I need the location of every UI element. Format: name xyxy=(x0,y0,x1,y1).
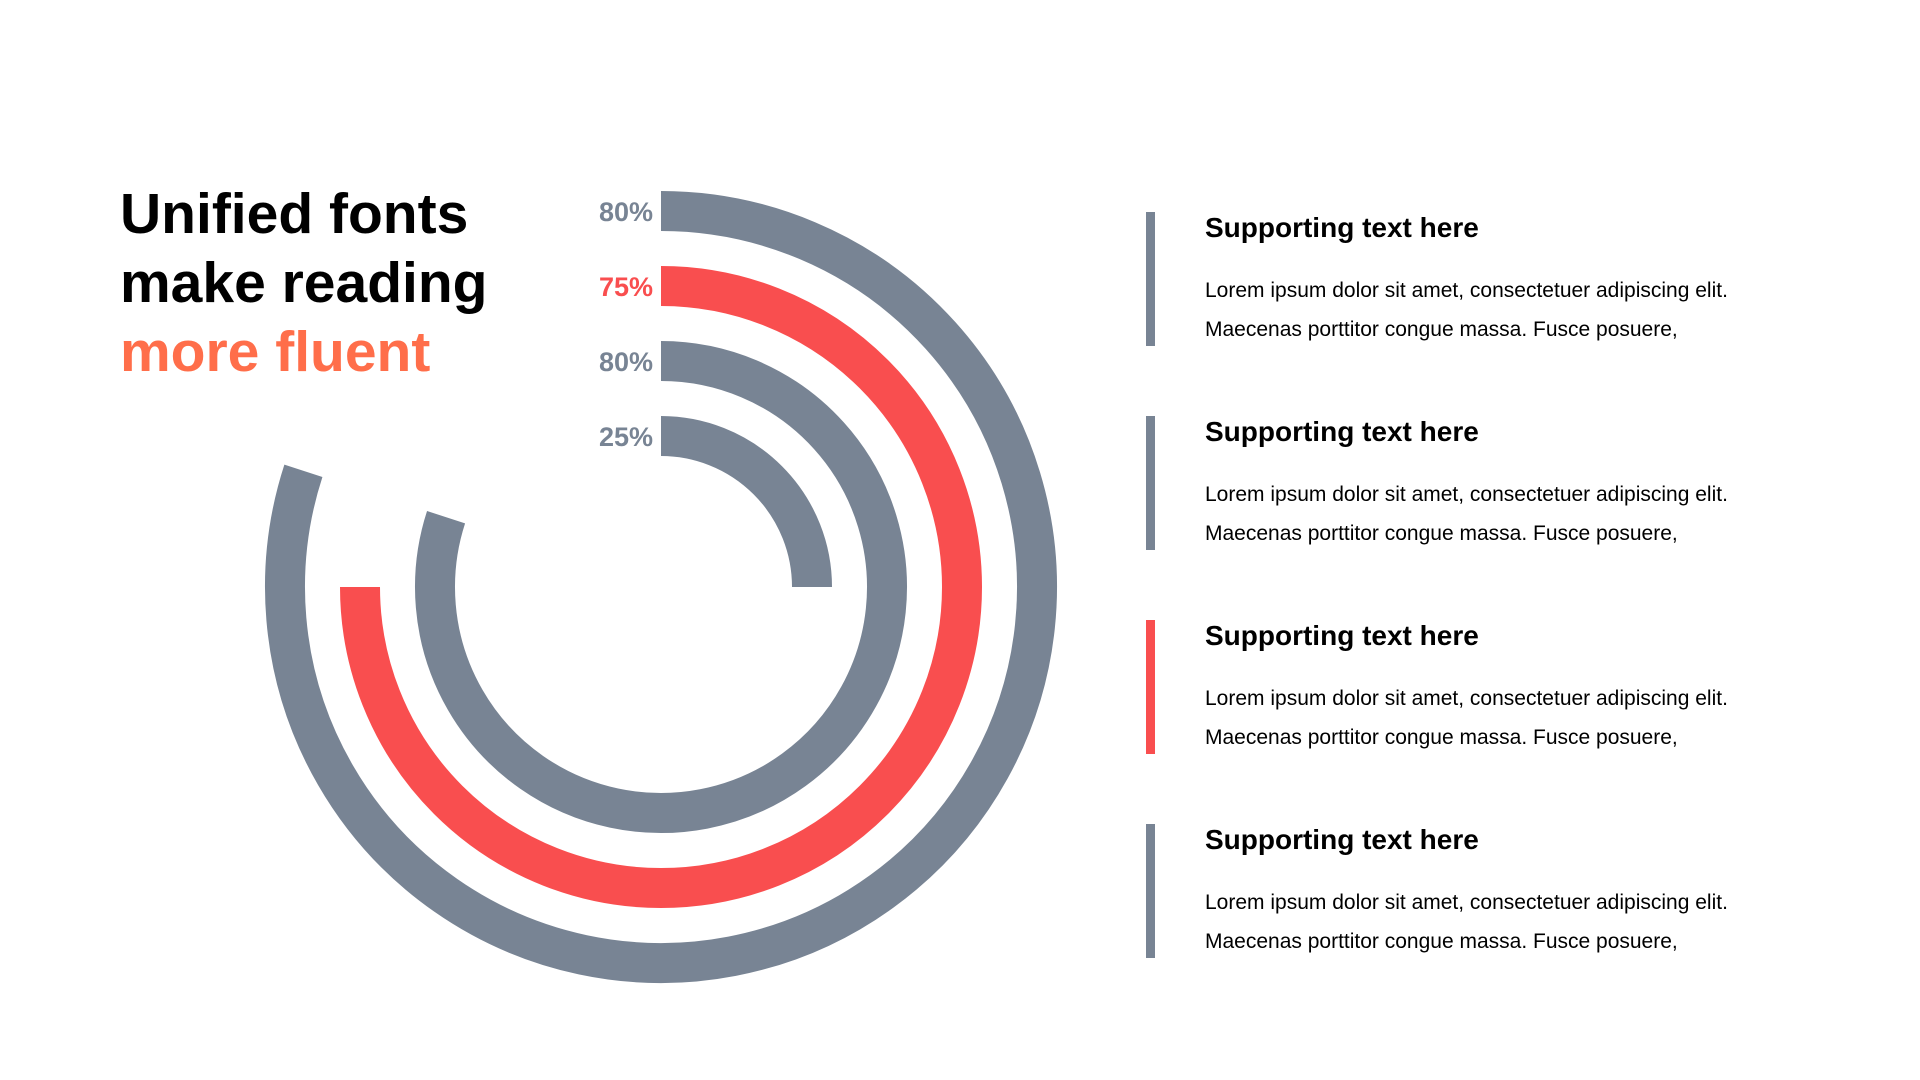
title-line-1: Unified fonts xyxy=(120,182,469,246)
title-line-2: make reading xyxy=(120,251,488,315)
item-body-line: Lorem ipsum dolor sit amet, consectetuer… xyxy=(1205,483,1728,506)
ring-label-4: 25% xyxy=(599,422,653,452)
title-line-3-accent: more fluent xyxy=(120,320,431,384)
item-accent-bar xyxy=(1146,212,1155,346)
item-body-line: Lorem ipsum dolor sit amet, consectetuer… xyxy=(1205,687,1728,710)
ring-label-1: 80% xyxy=(599,197,653,227)
item-body: Lorem ipsum dolor sit amet, consectetuer… xyxy=(1205,883,1728,961)
item-heading: Supporting text here xyxy=(1205,824,1479,855)
item-body-line: Maecenas porttitor congue massa. Fusce p… xyxy=(1205,726,1678,749)
item-heading: Supporting text here xyxy=(1205,620,1479,651)
item-body: Lorem ipsum dolor sit amet, consectetuer… xyxy=(1205,679,1728,757)
ring-arc-4 xyxy=(660,416,832,588)
ring-label-2: 75% xyxy=(599,272,653,302)
item-body-line: Lorem ipsum dolor sit amet, consectetuer… xyxy=(1205,279,1728,302)
item-accent-bar xyxy=(1146,824,1155,958)
item-body: Lorem ipsum dolor sit amet, consectetuer… xyxy=(1205,271,1728,349)
item-heading: Supporting text here xyxy=(1205,212,1479,243)
page-title: Unified fonts make reading more fluent xyxy=(120,180,488,387)
item-body: Lorem ipsum dolor sit amet, consectetuer… xyxy=(1205,475,1728,553)
item-accent-bar xyxy=(1146,416,1155,550)
item-body-line: Lorem ipsum dolor sit amet, consectetuer… xyxy=(1205,891,1728,914)
item-heading: Supporting text here xyxy=(1205,416,1479,447)
item-accent-bar xyxy=(1146,620,1155,754)
item-body-line: Maecenas porttitor congue massa. Fusce p… xyxy=(1205,930,1678,953)
ring-arc-3 xyxy=(415,341,907,833)
item-body-line: Maecenas porttitor congue massa. Fusce p… xyxy=(1205,318,1678,341)
ring-label-3: 80% xyxy=(599,347,653,377)
item-body-line: Maecenas porttitor congue massa. Fusce p… xyxy=(1205,522,1678,545)
